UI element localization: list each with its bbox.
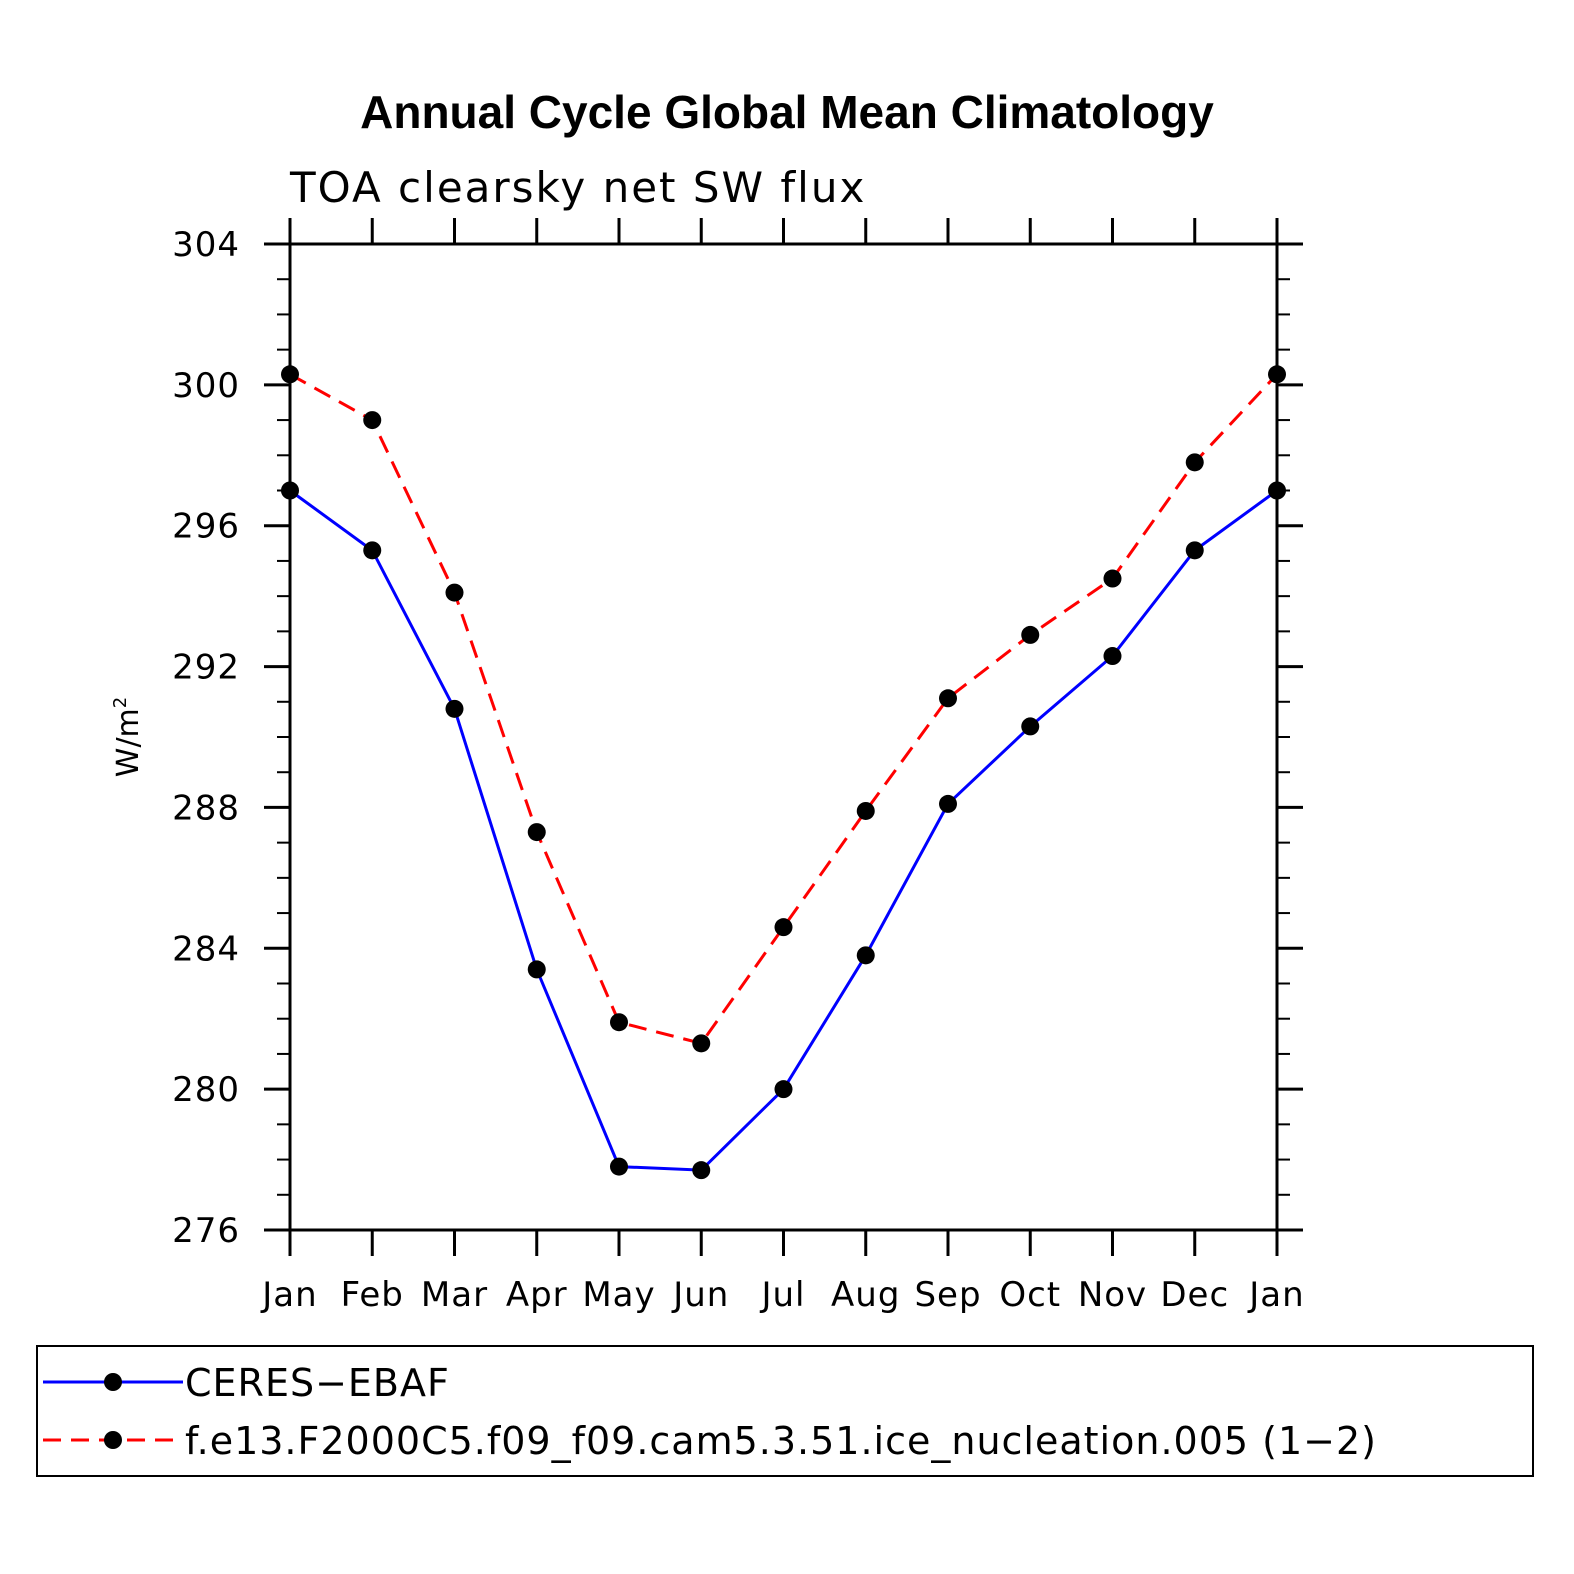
data-point bbox=[445, 583, 464, 602]
legend-marker bbox=[104, 1373, 122, 1391]
data-point bbox=[774, 918, 793, 937]
data-point bbox=[610, 1013, 628, 1032]
series-layer bbox=[281, 365, 1286, 1180]
legend-label: f.e13.F2000C5.f09_f09.cam5.3.51.ice_nucl… bbox=[185, 1419, 1377, 1463]
data-point bbox=[856, 801, 875, 820]
x-tick-label: Feb bbox=[341, 1275, 404, 1315]
data-point bbox=[1268, 481, 1286, 500]
data-point bbox=[939, 794, 957, 813]
series-2 bbox=[281, 365, 1286, 1053]
x-tick-label: Jun bbox=[671, 1275, 729, 1315]
x-tick-label: Jan bbox=[260, 1275, 317, 1315]
data-point bbox=[610, 1157, 628, 1176]
x-tick-label: Mar bbox=[421, 1275, 488, 1315]
legend-box bbox=[36, 1345, 1534, 1477]
chart-subtitle: TOA clearsky net SW flux bbox=[289, 163, 866, 212]
y-tick-label: 304 bbox=[172, 225, 240, 265]
data-point bbox=[1021, 625, 1040, 644]
y-tick-label: 300 bbox=[172, 366, 240, 406]
x-tick-label: Nov bbox=[1078, 1275, 1147, 1315]
data-point bbox=[774, 1080, 793, 1099]
y-tick-label: 280 bbox=[172, 1070, 240, 1110]
x-tick-label: Dec bbox=[1160, 1275, 1229, 1315]
data-point bbox=[527, 960, 546, 979]
x-tick-label: May bbox=[582, 1275, 655, 1315]
data-point bbox=[363, 541, 382, 560]
series-line bbox=[289, 372, 1279, 1046]
data-point bbox=[1021, 717, 1040, 736]
x-tick-label: Jul bbox=[759, 1275, 805, 1315]
data-point bbox=[1185, 541, 1204, 560]
legend-marker bbox=[104, 1431, 122, 1449]
legend: CERES−EBAF f.e13.F2000C5.f09_f09.cam5.3.5… bbox=[36, 1345, 1534, 1477]
data-point bbox=[445, 699, 464, 718]
data-point bbox=[692, 1161, 711, 1180]
y-tick-label: 276 bbox=[172, 1211, 240, 1251]
x-tick-label: Oct bbox=[999, 1275, 1061, 1315]
data-point bbox=[281, 481, 299, 500]
series-line bbox=[289, 489, 1278, 1172]
data-point bbox=[1268, 365, 1286, 384]
y-axis-label-superscript: 2 bbox=[110, 697, 131, 708]
legend-label: CERES−EBAF bbox=[185, 1361, 450, 1405]
data-point bbox=[281, 365, 299, 384]
axes: 276 280 284 288 292 296 300 304 Jan Feb Mar Apr May J… bbox=[172, 218, 1304, 1315]
chart-title: Annual Cycle Global Mean Climatology bbox=[360, 86, 1214, 138]
data-point bbox=[692, 1034, 711, 1053]
svg-text:W/m2: W/m2 bbox=[110, 697, 146, 777]
y-axis-label-base: W/m bbox=[111, 708, 146, 777]
data-point bbox=[527, 823, 546, 842]
x-tick-label: Aug bbox=[831, 1275, 900, 1315]
y-tick-label: 292 bbox=[172, 648, 240, 688]
data-point bbox=[1103, 647, 1122, 666]
x-tick-label: Jan bbox=[1247, 1275, 1304, 1315]
y-tick-label: 284 bbox=[172, 929, 240, 969]
y-axis-label: W/m2 bbox=[110, 697, 146, 777]
data-point bbox=[363, 411, 382, 430]
data-point bbox=[1103, 569, 1122, 588]
y-tick-label: 296 bbox=[172, 507, 240, 547]
legend-item: CERES−EBAF bbox=[43, 1361, 450, 1405]
x-tick-label: Sep bbox=[914, 1275, 981, 1315]
data-point bbox=[856, 946, 875, 965]
y-tick-label: 288 bbox=[172, 788, 240, 828]
series-1 bbox=[281, 481, 1286, 1180]
x-tick-label: Apr bbox=[506, 1275, 568, 1315]
data-point bbox=[939, 689, 957, 708]
legend-item: f.e13.F2000C5.f09_f09.cam5.3.51.ice_nucl… bbox=[43, 1419, 1377, 1463]
data-point bbox=[1185, 453, 1204, 472]
